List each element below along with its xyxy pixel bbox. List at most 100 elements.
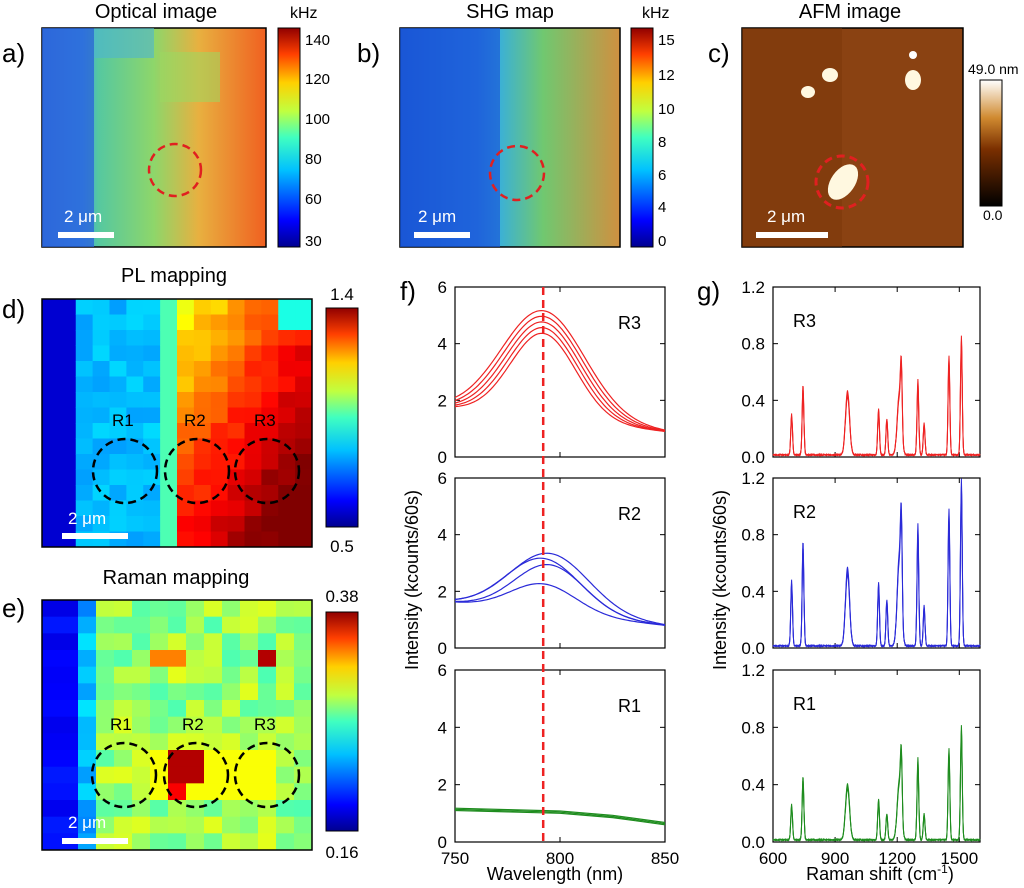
panel-g-letter: g) (697, 276, 720, 306)
pl-cell (244, 454, 262, 470)
pl-cell (126, 314, 144, 331)
raman-cell (96, 650, 115, 668)
pl-cell (42, 314, 60, 331)
f-ytick-label: 2 (438, 391, 447, 410)
pl-cell (75, 407, 94, 424)
g-ytick-label: 0.0 (741, 639, 765, 658)
raman-cell (258, 700, 277, 718)
panel-b-colorbar (630, 27, 654, 248)
pl-cell (92, 516, 111, 532)
g-ytick-label: 0.4 (741, 776, 765, 795)
raman-cell (42, 650, 61, 668)
pl-cell (261, 392, 279, 408)
f-spectrum-R3 (454, 321, 666, 432)
f-ytick-label: 0 (438, 833, 447, 852)
pl-cell (261, 361, 279, 377)
raman-cell (186, 600, 205, 618)
raman-cell (204, 650, 223, 668)
pl-cell (160, 345, 178, 362)
pl-cell (295, 299, 313, 315)
pl-cell (193, 485, 212, 501)
raman-cell (150, 650, 169, 668)
raman-cell (168, 633, 187, 651)
pl-cell (143, 361, 161, 377)
panel-d-colorbar (325, 307, 359, 528)
pl-cell (278, 500, 296, 517)
raman-cell (60, 616, 79, 634)
g-ytick-label: 1.2 (741, 469, 765, 488)
panel-a-tick: 30 (305, 233, 322, 250)
raman-cell (258, 833, 277, 851)
pl-cell (75, 392, 94, 408)
raman-cell (60, 766, 79, 784)
raman-cell (168, 650, 187, 668)
pl-cell (210, 469, 229, 486)
pl-cell (143, 314, 161, 331)
pl-cell (177, 345, 195, 362)
pl-cell (75, 469, 94, 486)
panel-e-top-label: 0.38 (325, 587, 358, 606)
raman-cell (276, 766, 295, 784)
pl-cell (109, 407, 127, 424)
panel-g: g) 0.0 0.4 0.8 1.2 R3 0.0 0.4 0.8 1.2 R2 0.0 0.4 0.8… (697, 276, 981, 884)
pl-label-r3: R3 (254, 411, 276, 430)
raman-cell (204, 800, 223, 818)
raman-region-r3 (233, 741, 301, 809)
pl-cell (143, 438, 161, 455)
pl-cell (210, 516, 229, 532)
raman-cell (132, 833, 151, 851)
afm-marker-circle (814, 154, 870, 210)
raman-cell (168, 800, 187, 818)
pl-cell (126, 392, 144, 408)
pl-cell (109, 423, 127, 439)
panel-d-scalebar (62, 533, 128, 539)
pl-cell (160, 438, 178, 455)
pl-cell (75, 516, 94, 532)
pl-cell (58, 438, 77, 455)
raman-cell (258, 666, 277, 684)
raman-cell (132, 633, 151, 651)
raman-cell (60, 666, 79, 684)
raman-cell (114, 633, 133, 651)
pl-cell (160, 299, 178, 315)
g-ytick-label: 0.8 (741, 718, 765, 737)
pl-cell (75, 423, 94, 439)
pl-cell (244, 500, 262, 517)
afm-particle (827, 164, 859, 200)
pl-cell (92, 330, 111, 346)
pl-cell (295, 345, 313, 362)
pl-cell (177, 485, 195, 501)
pl-cell (244, 407, 262, 424)
pl-cell (193, 376, 212, 393)
pl-cell (160, 423, 178, 439)
pl-cell (75, 438, 94, 455)
pl-cell (177, 330, 195, 346)
pl-cell (160, 407, 178, 424)
raman-cell (150, 633, 169, 651)
g-subplot-label: R2 (793, 502, 816, 522)
raman-cell (258, 683, 277, 701)
panel-f: f) 0 2 4 6 R3 0 2 4 6 R2 0 2 4 6 R1 750 800 850 Intensity… (400, 276, 679, 884)
pl-cell (126, 376, 144, 393)
raman-cell (132, 750, 151, 768)
pl-cell (227, 423, 246, 439)
pl-cell (244, 314, 262, 331)
pl-cell (92, 392, 111, 408)
raman-cell (240, 600, 259, 618)
raman-cell (168, 600, 187, 618)
pl-cell (126, 345, 144, 362)
g-axes-R1 (772, 669, 981, 843)
raman-cell (240, 700, 259, 718)
pl-cell (177, 454, 195, 470)
raman-cell (96, 800, 115, 818)
pl-cell (278, 423, 296, 439)
raman-cell (240, 616, 259, 634)
g-ytick-label: 0.4 (741, 582, 765, 601)
raman-spectra-plots: 0.0 0.4 0.8 1.2 R3 0.0 0.4 0.8 1.2 R2 0.0 0.4 0.8 1.2… (741, 278, 981, 868)
pl-cell (75, 361, 94, 377)
raman-cell (204, 816, 223, 834)
raman-cell (240, 716, 259, 734)
pl-cell (75, 314, 94, 331)
raman-cell (42, 633, 61, 651)
raman-cell (114, 783, 133, 801)
